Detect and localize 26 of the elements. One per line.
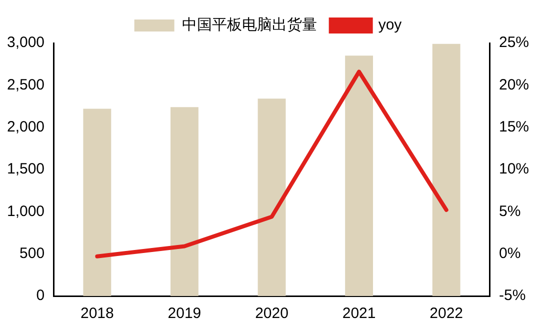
y-tick-label: 3,000 [6,34,45,52]
y2-tick-label: 5% [498,202,521,220]
y2-tick-label: 20% [498,76,530,94]
y-tick-label: 1,000 [6,202,45,220]
y-tick-label: 2,500 [6,76,45,94]
legend-label: 中国平板电脑出货量 [182,16,317,34]
y2-tick-label: 15% [498,118,530,136]
bar [170,107,198,296]
y2-tick-label: 10% [498,160,530,178]
y-tick-label: 0 [36,287,45,304]
x-tick-label: 2021 [342,305,376,322]
y-tick-label: 2,000 [6,118,45,136]
y2-tick-label: -5% [498,287,526,304]
y2-tick-label: 25% [498,34,530,52]
x-tick-label: 2018 [80,305,114,322]
x-tick-label: 2020 [255,305,288,322]
y-tick-label: 1,500 [6,160,45,178]
bar [345,56,374,296]
x-tick-label: 2022 [430,305,464,322]
legend-label: yoy [378,16,402,34]
x-tick-label: 2019 [168,305,202,322]
bar [432,44,460,296]
y2-tick-label: 0% [498,244,521,262]
bar [83,108,112,296]
y-tick-label: 500 [20,244,45,262]
bar [258,98,286,296]
